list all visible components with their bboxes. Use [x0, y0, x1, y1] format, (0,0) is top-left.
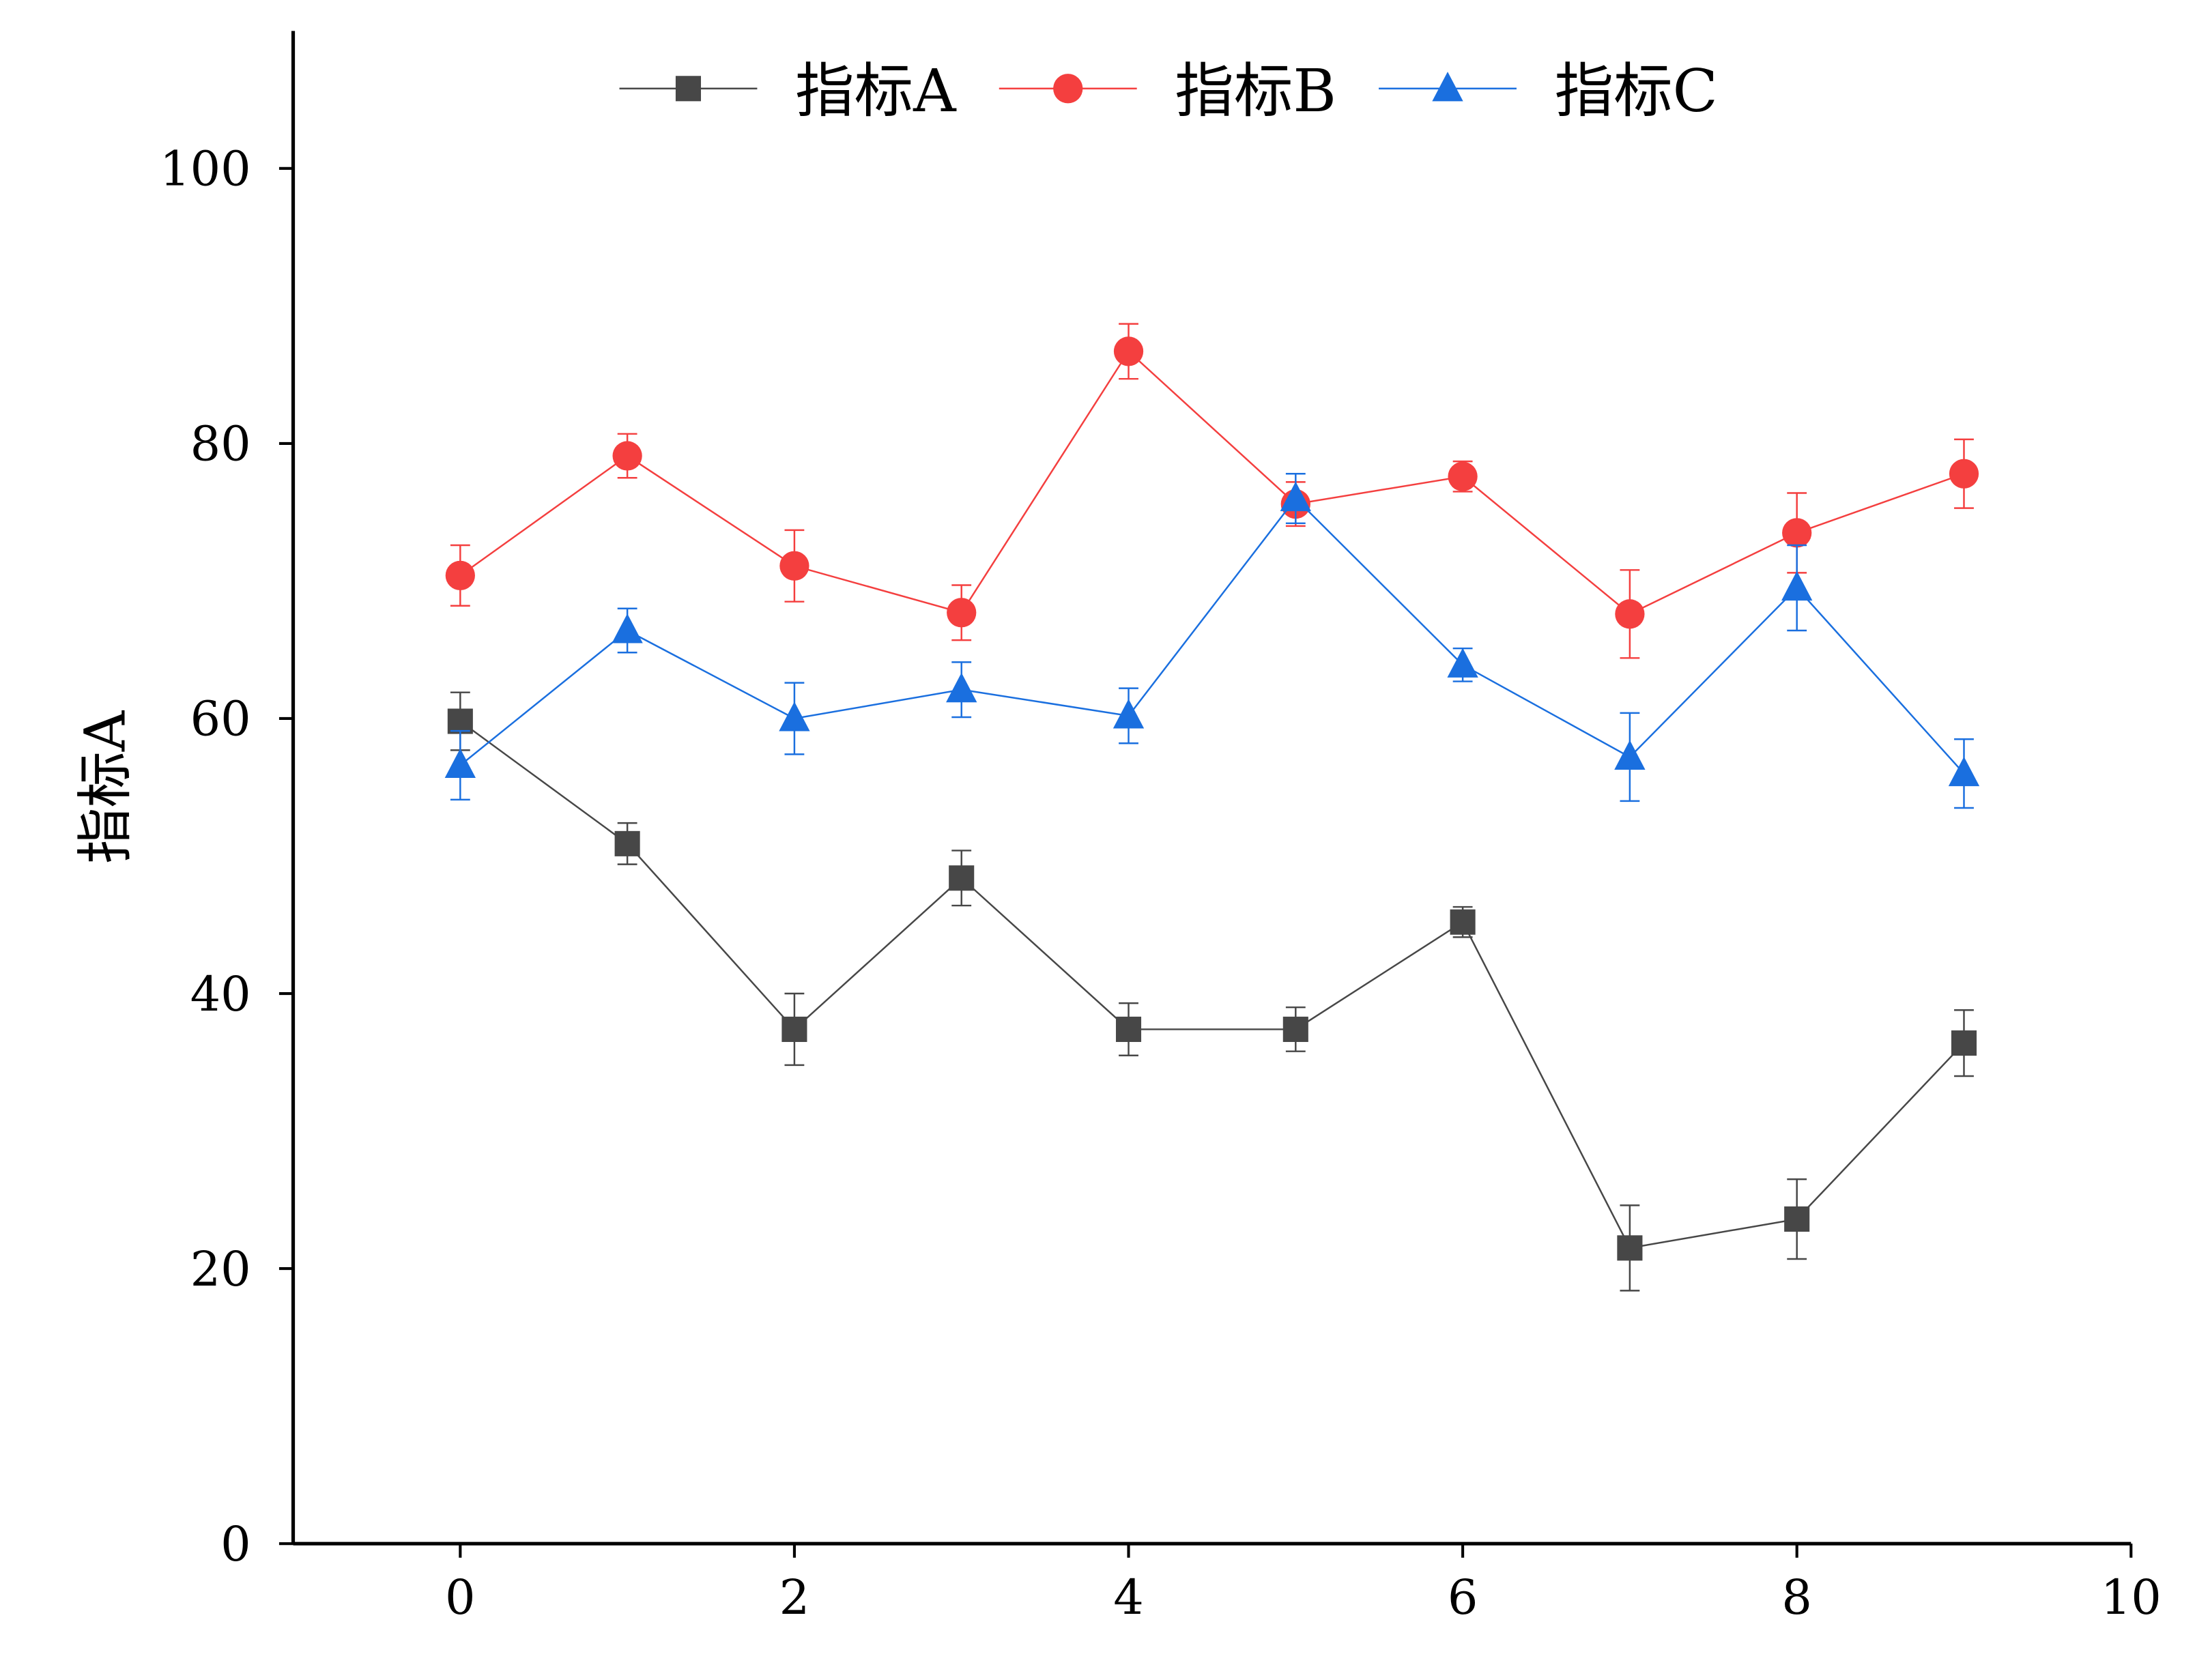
circle-marker [1782, 518, 1812, 548]
triangle-marker [946, 672, 977, 703]
circle-marker [1113, 336, 1144, 366]
triangle-marker [1948, 756, 1980, 787]
x-tick-label: 2 [779, 1569, 810, 1625]
triangle-marker [1113, 699, 1145, 729]
y-tick-label: 40 [190, 966, 251, 1022]
circle-marker [445, 560, 475, 591]
x-tick-label: 0 [445, 1569, 476, 1625]
square-marker [1115, 1016, 1142, 1042]
square-marker [1617, 1235, 1643, 1261]
square-marker [1784, 1206, 1810, 1232]
triangle-marker [612, 613, 643, 643]
x-tick-label: 10 [2101, 1569, 2162, 1625]
circle-marker [612, 441, 642, 471]
legend-label: 指标A [795, 57, 957, 126]
square-marker [614, 830, 640, 856]
triangle-marker [1781, 570, 1813, 601]
series-line [459, 721, 1965, 1249]
x-tick-label: 4 [1113, 1569, 1144, 1625]
y-tick-label: 0 [220, 1516, 251, 1572]
square-marker [781, 1016, 807, 1042]
triangle-marker [444, 748, 476, 779]
square-marker [949, 865, 975, 891]
circle-marker [947, 598, 977, 628]
x-tick-label: 8 [1781, 1569, 1812, 1625]
circle-marker [1448, 461, 1478, 491]
circle-marker [1053, 74, 1083, 104]
circle-marker [779, 551, 809, 581]
triangle-marker [779, 701, 810, 732]
circle-marker [1615, 599, 1645, 629]
triangle-marker [1447, 648, 1478, 678]
square-marker [1282, 1016, 1308, 1042]
triangle-marker [1614, 740, 1646, 770]
y-tick-label: 60 [190, 691, 251, 747]
y-tick-label: 100 [160, 141, 251, 197]
x-tick-label: 6 [1448, 1569, 1478, 1625]
legend-label: 指标C [1555, 57, 1718, 126]
square-marker [1951, 1030, 1977, 1056]
square-marker [675, 76, 702, 102]
series-layer [444, 323, 1980, 1292]
y-axis-label: 指标A [73, 710, 138, 864]
series-1 [447, 691, 1977, 1292]
square-marker [447, 708, 473, 734]
square-marker [1450, 909, 1476, 935]
circle-marker [1949, 459, 1979, 489]
series-3 [444, 473, 1980, 809]
series-line [459, 349, 1964, 615]
y-tick-label: 80 [190, 416, 251, 472]
triangle-marker [1432, 72, 1463, 102]
legend-label: 指标B [1175, 57, 1336, 126]
y-tick-label: 20 [190, 1241, 251, 1297]
triangle-marker [1280, 481, 1311, 512]
series-line [459, 497, 1965, 774]
legend: 指标A 指标B 指标C [619, 57, 1718, 126]
